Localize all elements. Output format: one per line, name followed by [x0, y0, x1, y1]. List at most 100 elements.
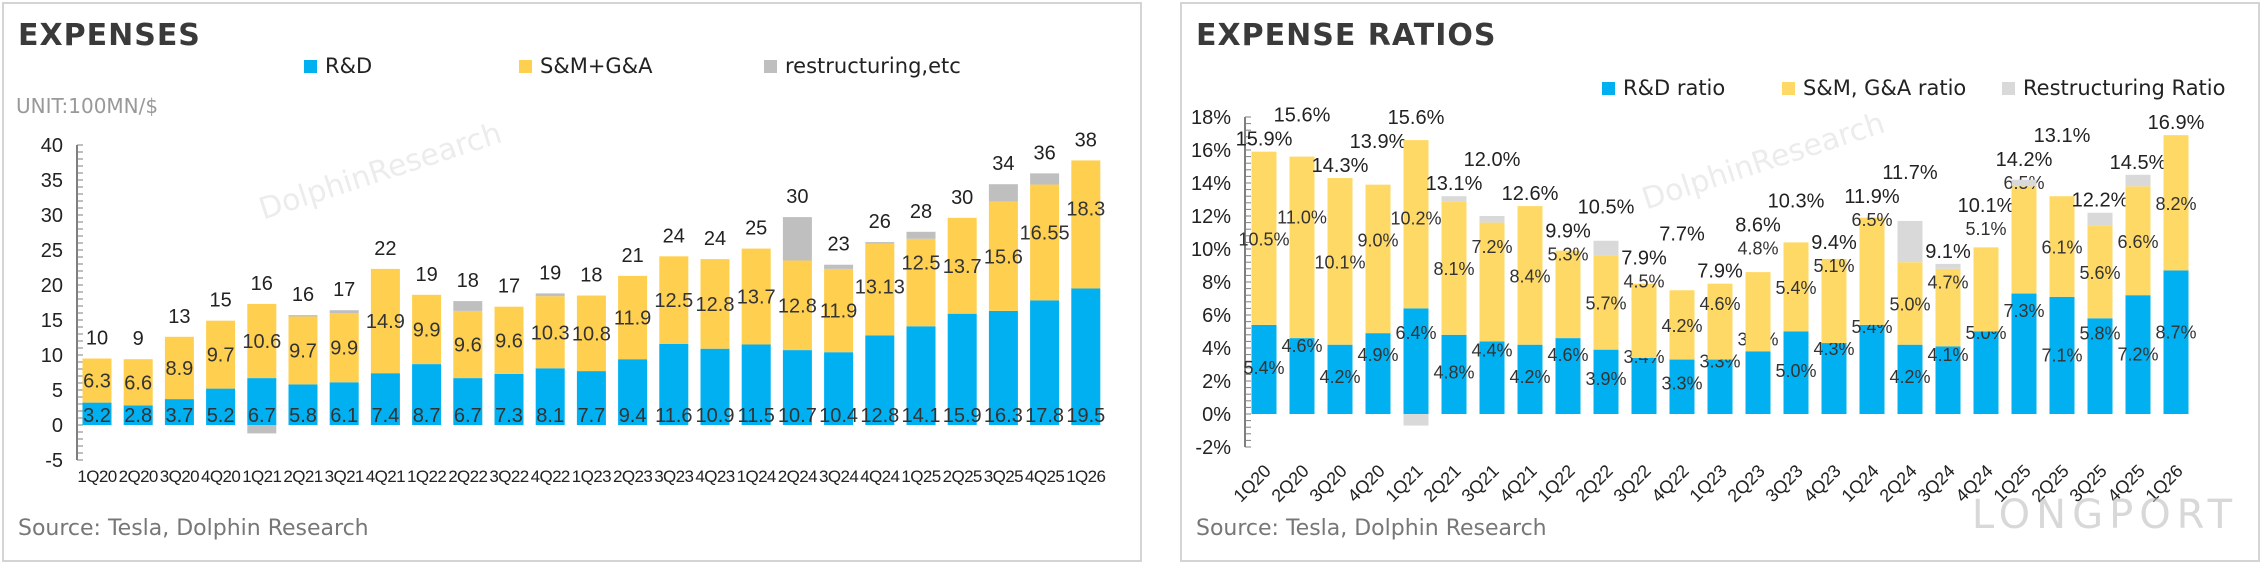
data-label: 4.8%: [1737, 239, 1778, 259]
bar-s-m-g-a-ratio: [2125, 186, 2151, 296]
bar-restructuring-ratio: [1479, 216, 1505, 223]
bar-r-d: [164, 399, 194, 425]
data-label: 4.3%: [1813, 339, 1854, 359]
bar-s-m-g-a-ratio: [1555, 250, 1581, 339]
data-label: 5.2: [207, 405, 235, 427]
total-label: 19: [539, 262, 561, 284]
data-label: 4.4%: [1471, 340, 1512, 360]
bar-r-d-ratio: [2087, 318, 2113, 414]
bar-r-d: [947, 313, 977, 425]
bar-r-d-ratio: [1251, 324, 1277, 414]
data-label: 5.1%: [1813, 256, 1854, 276]
bar-r-d-ratio: [2049, 296, 2075, 414]
data-label: 3.3%: [1661, 373, 1702, 393]
total-label: 13.1%: [1426, 173, 1483, 195]
data-label: 9.0%: [1357, 230, 1398, 250]
y-tick-label: 4%: [1202, 338, 1231, 360]
bar-s-m-g-a-ratio: [1669, 290, 1695, 360]
x-tick-label: 4Q24: [860, 467, 899, 486]
x-tick-label: 1Q20: [1230, 461, 1275, 506]
data-label: 10.2%: [1390, 208, 1441, 228]
bar-r-d-ratio: [1479, 341, 1505, 414]
bar-r-d: [123, 405, 153, 425]
bar-r-d-ratio: [1327, 344, 1353, 414]
total-label: 10.1%: [1958, 195, 2015, 217]
bar-s-m-g-a-ratio: [1973, 247, 1999, 332]
data-label: 4.9%: [1357, 345, 1398, 365]
data-label: 18.3: [1066, 198, 1105, 220]
legend-item-sm-ga: S&M+G&A: [519, 54, 652, 78]
bar-s-m-g-a: [906, 238, 936, 327]
bar-s-m-g-a: [82, 358, 112, 403]
bar-r-d-ratio: [1859, 324, 1885, 414]
data-label: 12.8: [860, 405, 899, 427]
legend-swatch: [1782, 81, 1795, 95]
total-label: 18: [457, 270, 479, 292]
data-label: 7.1%: [2041, 345, 2082, 365]
legend-label: S&M+G&A: [540, 54, 653, 78]
bar-s-m-g-a-ratio: [2087, 225, 2113, 319]
data-label: 10.8: [572, 323, 611, 345]
x-tick-label: 4Q20: [1344, 461, 1389, 506]
data-label: 5.4%: [1243, 358, 1284, 378]
legend-label: S&M, G&A ratio: [1803, 76, 1967, 100]
bar-r-d: [576, 371, 606, 425]
bar-s-m-g-a: [1071, 160, 1101, 289]
y-tick-label: 14%: [1191, 173, 1231, 195]
data-label: 13.13: [855, 277, 905, 299]
legend-label: Restructuring Ratio: [2023, 76, 2226, 100]
bar-s-m-g-a-ratio: [1631, 283, 1657, 358]
data-label: 17.8: [1025, 405, 1064, 427]
data-label: 6.4%: [1395, 323, 1436, 343]
data-label: 2.8: [124, 405, 152, 427]
total-label: 16: [251, 273, 273, 295]
bar-r-d-ratio: [1441, 334, 1467, 414]
data-label: 4.7%: [1927, 272, 1968, 292]
bar-s-m-g-a: [1030, 184, 1060, 301]
total-label: 13: [168, 306, 190, 328]
total-label: 24: [704, 228, 726, 250]
total-label: 11.7%: [1882, 162, 1937, 184]
total-label: 23: [827, 234, 849, 256]
data-label: 4.2%: [1661, 316, 1702, 336]
bar-s-m-g-a-ratio: [2011, 186, 2037, 294]
total-label: 9.9%: [1545, 220, 1591, 242]
x-tick-label: 3Q20: [1306, 461, 1351, 506]
total-label: 11.9%: [1844, 186, 1899, 208]
expense-ratios-chart: -2% 0% 2% 4% 6% 8% 10% 12% 14% 16% 18% 5.4% 10.5% 15.…: [1191, 105, 2205, 506]
x-tick-label: 2Q24: [778, 467, 817, 486]
data-label: 10.6: [242, 331, 281, 353]
x-tick-label: 2Q22: [1572, 461, 1617, 506]
bar-r-d: [618, 359, 648, 425]
data-label: 5.6%: [2079, 263, 2120, 283]
data-label: 9.6: [454, 335, 482, 357]
data-label: 8.4%: [1509, 266, 1550, 286]
y-tick-label: -2%: [1195, 437, 1231, 459]
legend-label: R&D ratio: [1623, 76, 1726, 100]
x-tick-label: 1Q23: [572, 467, 611, 486]
x-tick-label: 1Q26: [1066, 467, 1105, 486]
x-tick-label: 3Q22: [1610, 461, 1655, 506]
x-tick-label: 1Q20: [77, 467, 116, 486]
bar-restructuring-etc: [535, 293, 565, 297]
total-label: 22: [374, 238, 396, 260]
data-label: 7.4: [371, 405, 399, 427]
bar-s-m-g-a: [164, 336, 194, 400]
x-tick-label: 1Q21: [242, 467, 281, 486]
y-tick-label: 8%: [1202, 272, 1231, 294]
data-label: 6.6%: [2117, 232, 2158, 252]
total-label: 10: [86, 328, 108, 350]
bar-s-m-g-a: [247, 303, 277, 379]
bar-r-d: [1071, 288, 1101, 425]
total-label: 26: [869, 211, 891, 233]
total-label: 17: [498, 276, 520, 298]
legend-item-rd: R&D: [304, 54, 372, 78]
x-tick-label: 2Q23: [613, 467, 652, 486]
longport-logo: LONGPORT: [1971, 492, 2238, 538]
data-label: 10.5%: [1238, 229, 1289, 249]
bar-s-m-g-a-ratio: [1327, 178, 1353, 345]
bar-r-d: [659, 343, 689, 425]
data-label: 4.5%: [1623, 272, 1664, 292]
bar-r-d-ratio: [1821, 343, 1847, 414]
bar-s-m-g-a: [659, 256, 689, 344]
